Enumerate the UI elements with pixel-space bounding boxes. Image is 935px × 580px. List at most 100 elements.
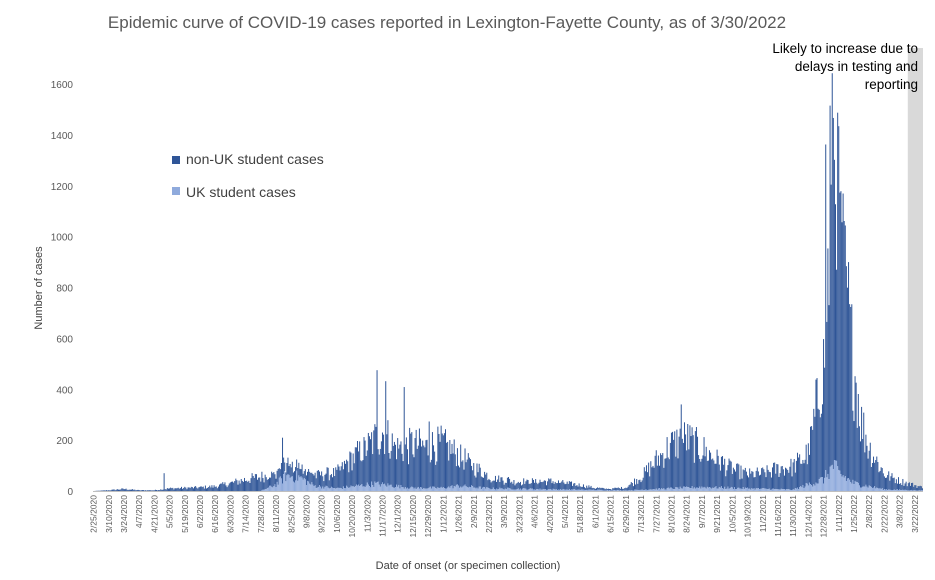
- bar-non-uk: [409, 427, 411, 489]
- bar-uk: [765, 488, 767, 491]
- bar-non-uk: [542, 481, 544, 490]
- bar-non-uk: [267, 479, 269, 488]
- bar-non-uk: [903, 485, 905, 491]
- bar-non-uk: [585, 488, 587, 491]
- bar-uk: [282, 483, 284, 491]
- bar-non-uk: [673, 439, 675, 490]
- bar-non-uk: [551, 483, 553, 491]
- bar-non-uk: [711, 459, 713, 489]
- legend-label-non-uk: non-UK student cases: [186, 151, 324, 167]
- x-tick-label: 12/15/2020: [408, 495, 418, 538]
- bar-non-uk: [861, 406, 863, 488]
- bar-non-uk: [610, 489, 612, 491]
- bar-non-uk: [210, 487, 212, 491]
- bar-uk: [395, 487, 397, 491]
- bar-non-uk: [220, 483, 222, 491]
- bar-uk: [517, 488, 519, 491]
- bar-uk: [365, 485, 367, 491]
- bar-uk: [642, 490, 644, 491]
- bar-non-uk: [421, 446, 423, 488]
- bar-uk: [635, 489, 637, 491]
- bar-non-uk: [466, 459, 468, 488]
- bar-non-uk: [550, 478, 552, 490]
- bar-uk: [920, 490, 922, 491]
- bar-non-uk: [135, 490, 137, 491]
- bar-non-uk: [577, 486, 579, 490]
- bar-non-uk: [141, 490, 143, 491]
- bar-non-uk: [695, 427, 697, 488]
- bar-uk: [593, 490, 595, 491]
- bar-non-uk: [114, 490, 116, 491]
- bar-uk: [911, 489, 913, 491]
- bar-uk: [496, 488, 498, 491]
- bar-non-uk: [728, 458, 730, 489]
- bar-non-uk: [468, 457, 470, 487]
- bar-non-uk: [855, 382, 857, 482]
- bar-uk: [428, 487, 430, 491]
- bar-non-uk: [373, 430, 375, 487]
- bar-uk: [452, 488, 454, 491]
- bar-uk: [551, 490, 553, 491]
- bar-non-uk: [225, 485, 227, 491]
- bar-non-uk: [815, 379, 817, 483]
- bar-non-uk: [791, 476, 793, 491]
- bar-uk: [832, 468, 834, 491]
- bar-non-uk: [341, 462, 343, 490]
- bar-uk: [376, 482, 378, 491]
- bar-uk: [749, 488, 751, 491]
- bar-non-uk: [584, 487, 586, 490]
- bar-non-uk: [250, 478, 252, 491]
- bar-uk: [317, 486, 319, 491]
- bar-non-uk: [134, 489, 136, 491]
- bar-non-uk: [405, 437, 407, 489]
- bar-non-uk: [355, 447, 357, 485]
- bar-non-uk: [242, 481, 244, 491]
- bar-non-uk: [179, 488, 181, 491]
- bar-uk: [477, 488, 479, 491]
- bar-uk: [393, 487, 395, 491]
- bar-non-uk: [233, 482, 235, 491]
- bar-non-uk: [494, 475, 496, 490]
- bar-uk: [573, 489, 575, 491]
- bar-non-uk: [578, 483, 580, 490]
- x-tick-label: 11/16/2021: [773, 495, 783, 537]
- bar-non-uk: [580, 486, 582, 490]
- bar-uk: [704, 487, 706, 491]
- bar-non-uk: [531, 478, 533, 489]
- bar-non-uk: [823, 339, 825, 484]
- bar-uk: [854, 480, 856, 491]
- bar-non-uk: [493, 480, 495, 490]
- bar-non-uk: [543, 480, 545, 490]
- bar-non-uk: [777, 464, 779, 490]
- bar-uk: [465, 486, 467, 491]
- bar-uk: [343, 488, 345, 491]
- bar-non-uk: [126, 489, 128, 491]
- bar-non-uk: [656, 465, 658, 490]
- bar-non-uk: [679, 428, 681, 487]
- bar-non-uk: [249, 483, 251, 491]
- x-tick-label: 6/16/2020: [210, 495, 220, 533]
- bar-uk: [857, 482, 859, 491]
- bar-non-uk: [778, 476, 780, 490]
- bar-non-uk: [793, 459, 795, 490]
- bar-uk: [688, 487, 690, 491]
- bar-non-uk: [761, 468, 763, 489]
- x-tick-label: 2/9/2021: [469, 495, 479, 528]
- bar-non-uk: [576, 485, 578, 490]
- bar-non-uk: [303, 471, 305, 479]
- bar-non-uk: [537, 484, 539, 490]
- bar-non-uk: [467, 453, 469, 488]
- bar-non-uk: [351, 470, 353, 487]
- bar-non-uk: [401, 453, 403, 488]
- bar-non-uk: [590, 485, 592, 490]
- x-tick-label: 7/28/2020: [256, 495, 266, 533]
- bar-non-uk: [566, 481, 568, 490]
- bar-uk: [280, 478, 282, 491]
- legend: non-UK student cases UK student cases: [172, 151, 324, 200]
- bar-uk: [887, 490, 889, 491]
- bar-uk: [398, 484, 400, 491]
- bar-uk: [417, 486, 419, 491]
- bar-non-uk: [442, 435, 444, 488]
- bar-non-uk: [724, 458, 726, 487]
- bar-non-uk: [655, 450, 657, 489]
